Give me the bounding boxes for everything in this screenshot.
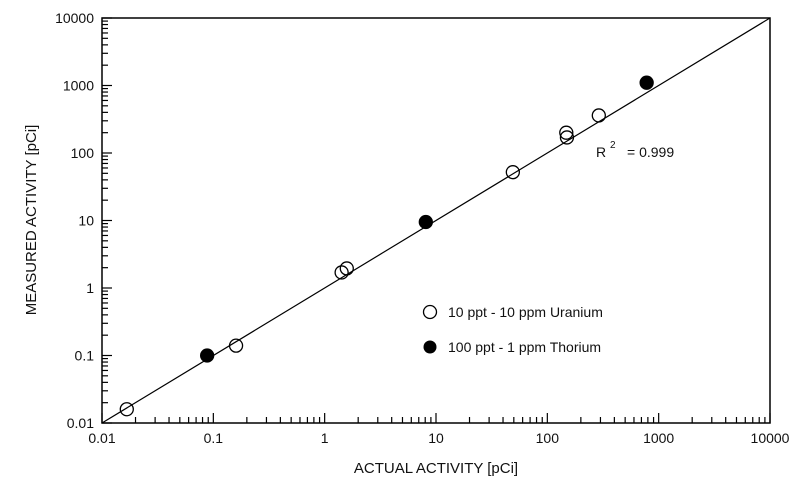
x-tick-label: 1000 — [643, 430, 674, 446]
data-point-uranium — [591, 108, 606, 123]
x-tick-label: 0.01 — [88, 430, 115, 446]
x-tick-label: 10000 — [751, 430, 790, 446]
data-point-uranium — [119, 402, 134, 417]
legend-marker-thorium — [423, 340, 437, 354]
data-point-uranium — [228, 338, 244, 353]
ticks: 0.01 0.1 1 10 100 1000 10000 0.01 0.1 1 10 100 1000 1… — [55, 10, 790, 446]
y-tick-label: 0.01 — [67, 415, 94, 431]
x-tick-label: 10 — [428, 430, 444, 446]
data-point-uranium — [505, 165, 520, 180]
y-axis-label: MEASURED ACTIVITY [pCi] — [23, 125, 40, 316]
data-point-thorium — [200, 348, 215, 363]
r2-superscript: 2 — [610, 140, 616, 151]
data-point-uranium — [559, 125, 574, 140]
data-point-uranium — [339, 261, 354, 276]
r2-label: R — [596, 144, 606, 160]
legend-label-thorium: 100 ppt - 1 ppm Thorium — [448, 339, 601, 355]
y-tick-label: 100 — [71, 145, 95, 161]
fit-line — [101, 17, 771, 424]
y-tick-label: 1000 — [63, 78, 94, 94]
x-axis-label: ACTUAL ACTIVITY [pCi] — [354, 460, 518, 477]
y-tick-label: 10000 — [55, 10, 94, 26]
x-tick-label: 0.1 — [204, 430, 224, 446]
data-point-uranium — [334, 265, 349, 280]
y-tick-label: 10 — [78, 213, 94, 229]
data-point-thorium — [639, 75, 654, 90]
legend-label-uranium: 10 ppt - 10 ppm Uranium — [448, 304, 603, 320]
y-tick-label: 1 — [86, 280, 94, 296]
data-point-thorium — [418, 214, 433, 230]
r2-annotation: R 2 = 0.999 — [596, 140, 674, 160]
x-tick-label: 1 — [321, 430, 329, 446]
legend: 10 ppt - 10 ppm Uranium 100 ppt - 1 ppm … — [422, 304, 603, 355]
legend-marker-uranium — [422, 304, 438, 320]
data-point-uranium — [559, 130, 575, 145]
r2-value: = 0.999 — [627, 144, 674, 160]
y-tick-label: 0.1 — [75, 348, 95, 364]
x-tick-label: 100 — [536, 430, 560, 446]
data-points — [119, 75, 654, 417]
